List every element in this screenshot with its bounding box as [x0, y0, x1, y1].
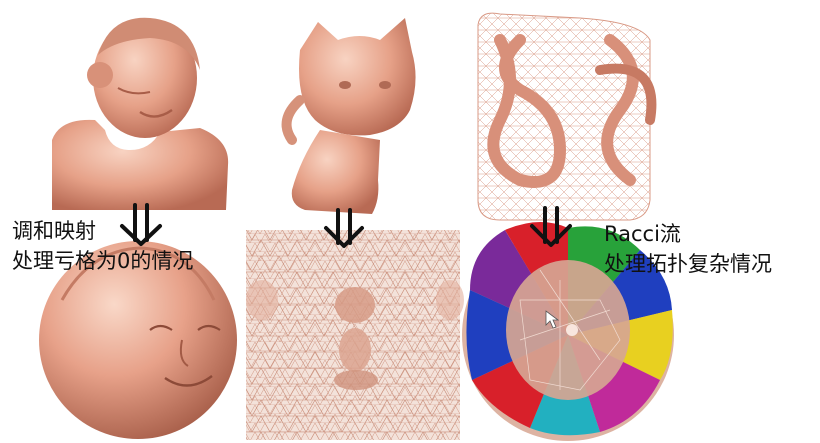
- cat-model: [281, 18, 416, 214]
- knot-wireframe-model: [477, 12, 657, 221]
- complex-topology-label: 处理拓扑复杂情况: [604, 252, 772, 276]
- sphere-face-model: [39, 241, 237, 439]
- double-down-arrow-icon: [530, 206, 572, 247]
- genus-zero-label: 处理亏格为0的情况: [12, 249, 194, 273]
- mouse-cursor-icon: [545, 310, 560, 329]
- girl-bust-model: [52, 17, 229, 210]
- hyperbolic-tiling: [462, 221, 674, 441]
- double-down-arrow-icon: [324, 208, 364, 248]
- double-down-arrow-icon: [120, 203, 162, 246]
- harmonic-map-label: 调和映射: [12, 219, 96, 243]
- cat-mesh-parameterization: [246, 230, 464, 440]
- ricci-flow-label: Racci流: [604, 222, 681, 246]
